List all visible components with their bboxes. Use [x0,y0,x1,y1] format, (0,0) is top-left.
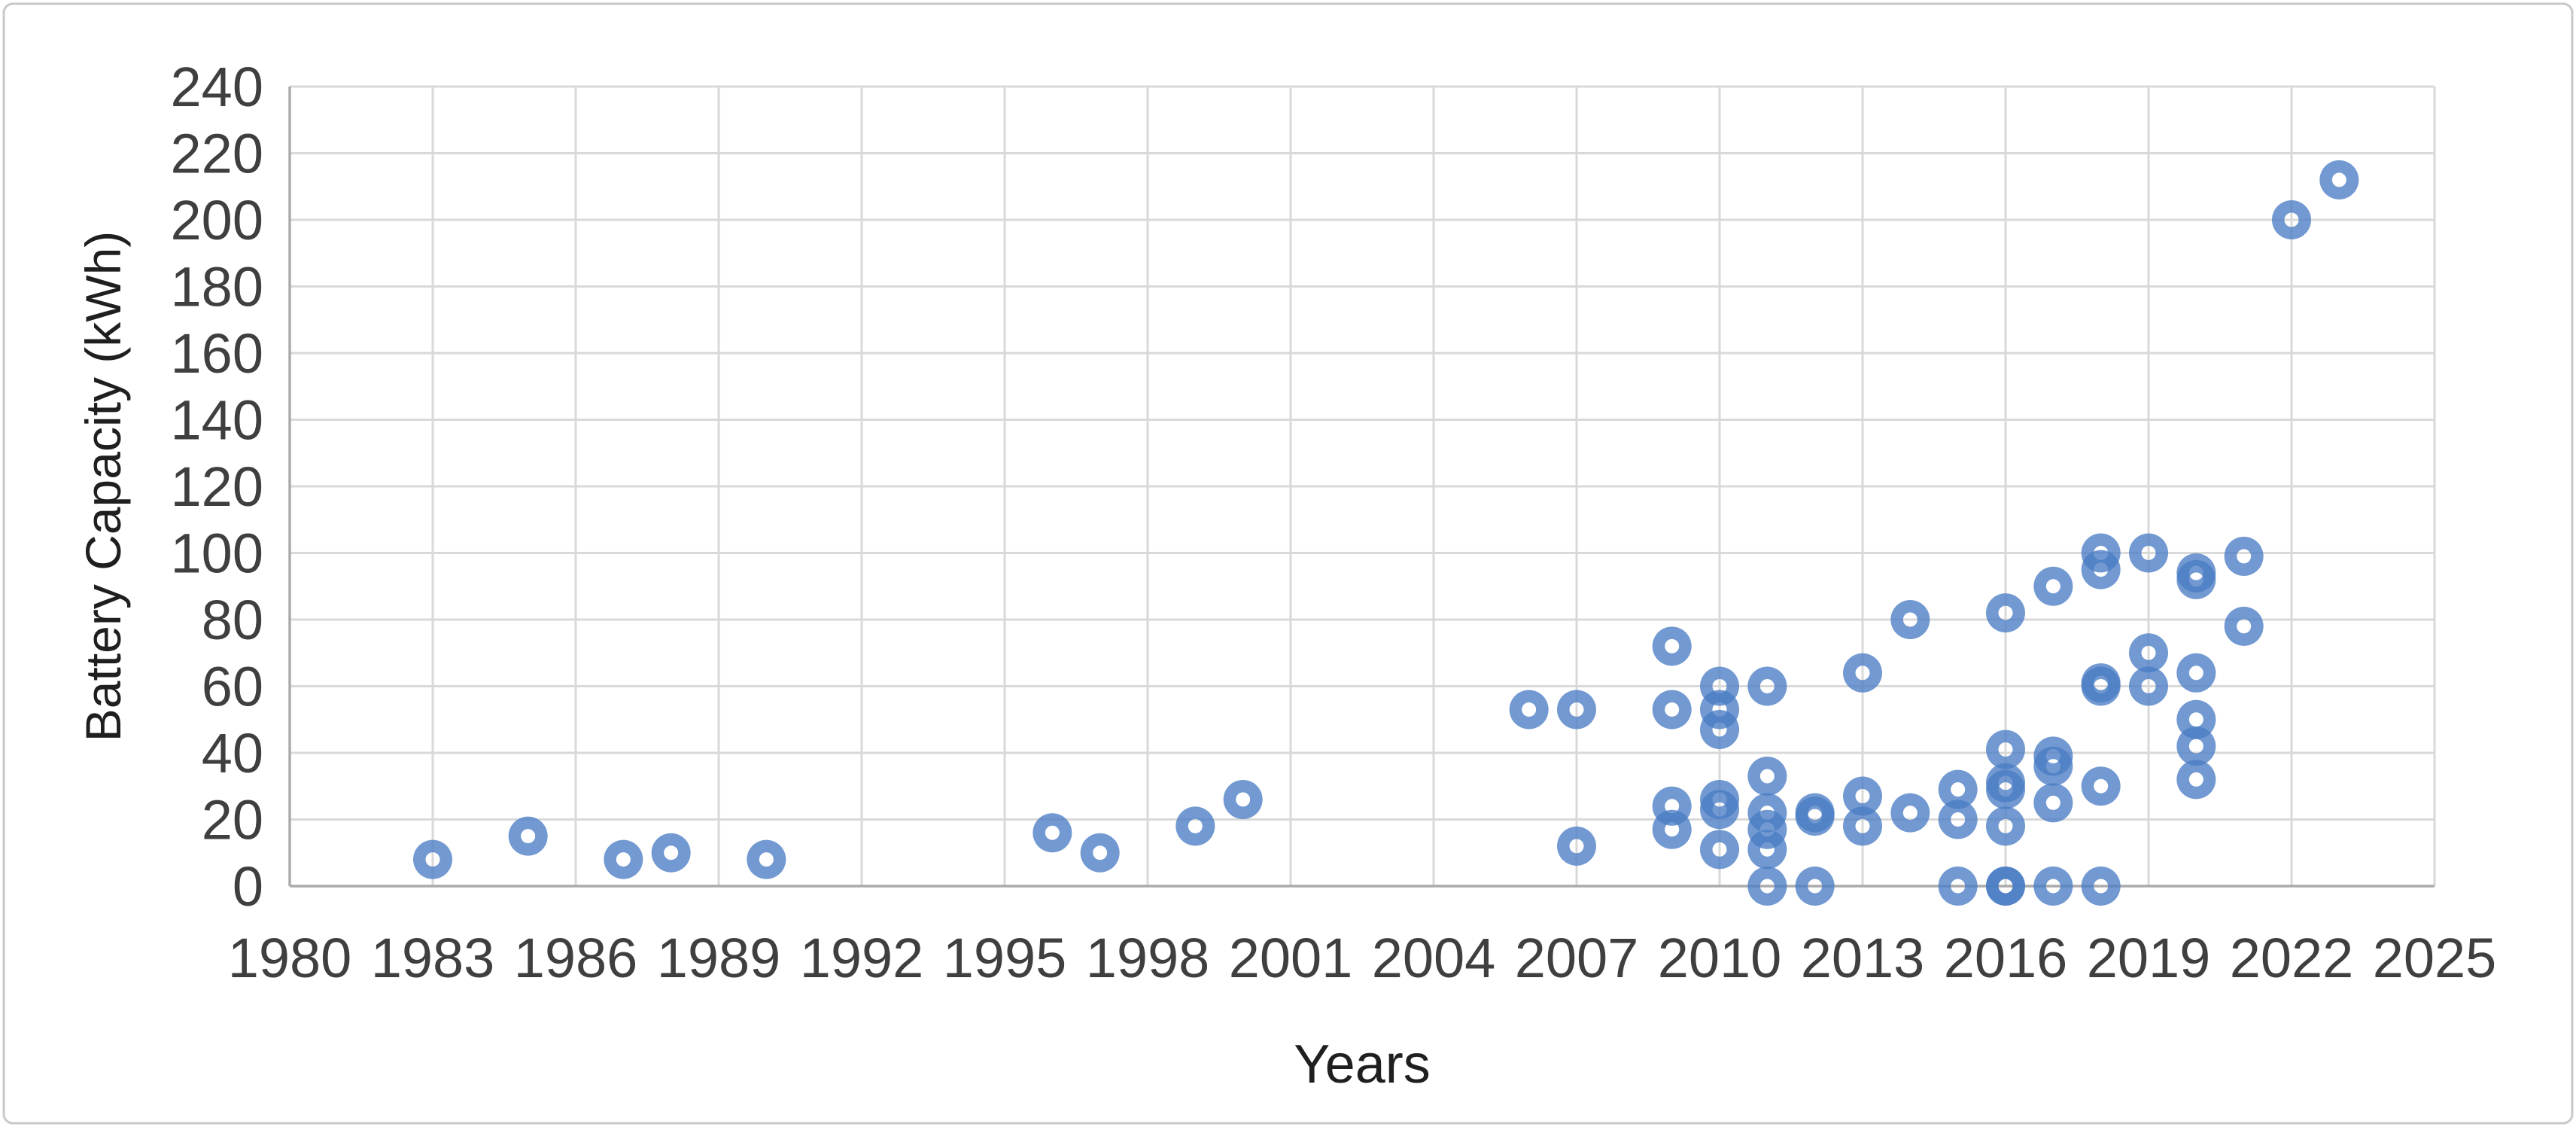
data-point[interactable] [2176,726,2216,766]
horizontal-gridlines [290,85,2435,888]
x-tick-label: 2001 [1229,927,1353,989]
x-tick-label: 2007 [1515,927,1639,989]
data-point[interactable] [2081,666,2121,706]
data-point[interactable] [2129,633,2168,673]
data-point[interactable] [1938,769,1978,809]
data-point[interactable] [604,839,643,879]
y-tick-label: 120 [171,455,263,518]
x-tick-label: 2016 [1944,927,2068,989]
y-tick-label: 0 [233,855,263,918]
data-point[interactable] [651,833,691,873]
data-point[interactable] [1986,730,2025,769]
y-tick-label: 60 [202,656,263,718]
x-tick-label: 1992 [800,927,924,989]
x-tick-label: 2010 [1658,927,1782,989]
data-point[interactable] [2033,783,2073,823]
data-point[interactable] [1033,813,1072,853]
x-tick-label: 1983 [371,927,495,989]
y-tick-label: 100 [171,522,263,585]
data-points-layer [413,160,2359,906]
data-point[interactable] [2176,653,2216,693]
data-point[interactable] [1938,800,1978,839]
x-tick-label: 1980 [228,927,352,989]
data-point[interactable] [1509,690,1549,730]
y-tick-label: 80 [202,589,263,651]
data-point[interactable] [1700,790,1739,830]
data-point[interactable] [1175,806,1215,846]
data-point[interactable] [2129,533,2168,573]
data-point[interactable] [1795,867,1835,906]
data-point[interactable] [1986,806,2025,846]
data-point[interactable] [1652,626,1692,666]
data-point[interactable] [1557,826,1596,866]
vertical-gridlines [288,87,2436,886]
data-point[interactable] [1890,793,1930,833]
data-point[interactable] [2176,760,2216,800]
data-point[interactable] [1986,593,2025,633]
data-point[interactable] [1747,666,1787,706]
data-point[interactable] [2129,666,2168,706]
data-point[interactable] [747,839,786,879]
data-point[interactable] [1843,806,1882,846]
data-point[interactable] [2033,746,2073,786]
y-tick-label: 140 [171,389,263,452]
y-tick-label: 220 [171,123,263,185]
x-axis-title: Years [1294,1034,1430,1095]
data-point[interactable] [1747,756,1787,796]
axis-lines [288,87,2435,888]
x-tick-label: 2022 [2230,927,2354,989]
x-tick-label: 2019 [2087,927,2211,989]
data-point[interactable] [1700,710,1739,750]
data-point[interactable] [413,839,452,879]
data-point[interactable] [2176,559,2216,599]
data-point[interactable] [2224,606,2264,646]
data-point[interactable] [1747,867,1787,906]
data-point[interactable] [2081,867,2121,906]
data-point[interactable] [1080,833,1120,873]
x-tick-label: 1986 [514,927,638,989]
x-axis-tick-labels: 1980 1983 1986 1989 1992 1995 1998 2001 2004 2007… [228,927,2497,989]
data-point[interactable] [1843,776,1882,816]
data-point[interactable] [2081,766,2121,806]
data-point[interactable] [1843,653,1882,693]
x-tick-label: 1995 [943,927,1067,989]
x-tick-label: 2025 [2373,927,2497,989]
data-point[interactable] [1747,830,1787,870]
y-tick-label: 240 [171,56,263,118]
x-tick-label: 1998 [1086,927,1210,989]
y-tick-label: 160 [171,322,263,385]
data-point[interactable] [2272,200,2311,239]
data-point[interactable] [2033,867,2073,906]
x-tick-label: 1989 [657,927,781,989]
data-point[interactable] [1986,867,2025,906]
y-tick-label: 20 [202,789,263,851]
data-point[interactable] [1652,809,1692,849]
y-tick-label: 200 [171,189,263,251]
data-point[interactable] [1986,769,2025,809]
data-point[interactable] [2033,566,2073,606]
data-point[interactable] [1795,797,1835,836]
data-point[interactable] [1557,690,1596,730]
data-point[interactable] [2319,160,2359,200]
data-point[interactable] [1890,600,1930,639]
data-point[interactable] [1652,690,1692,730]
data-point[interactable] [2224,536,2264,576]
data-point[interactable] [2081,550,2121,589]
data-point[interactable] [508,816,548,856]
x-tick-label: 2013 [1801,927,1925,989]
y-axis-title: Battery Capacity (kWh) [75,231,131,742]
x-tick-label: 2004 [1372,927,1496,989]
y-tick-label: 40 [202,722,263,784]
data-point[interactable] [1223,779,1263,819]
data-point[interactable] [1938,867,1978,906]
data-point[interactable] [1700,830,1739,870]
y-tick-label: 180 [171,256,263,318]
